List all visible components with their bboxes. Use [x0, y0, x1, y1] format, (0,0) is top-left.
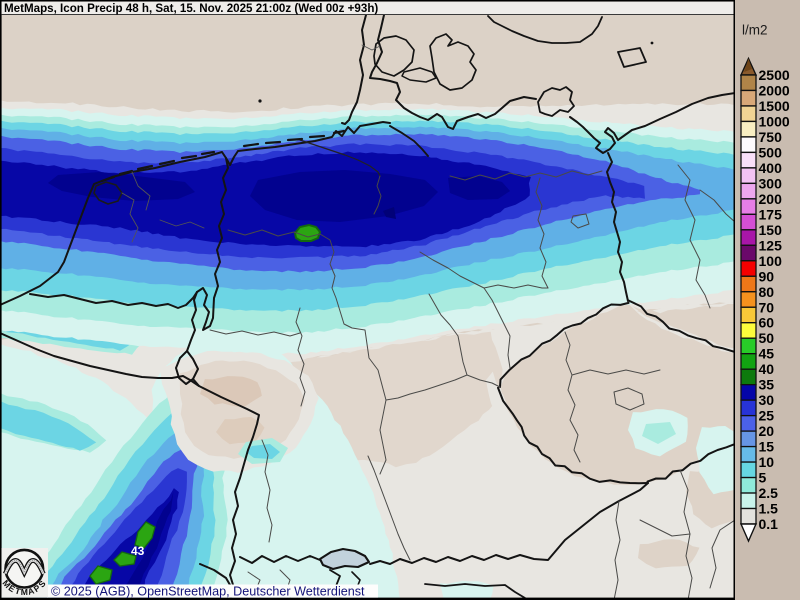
svg-text:175: 175	[759, 206, 783, 222]
svg-text:35: 35	[759, 377, 775, 393]
svg-text:2000: 2000	[759, 82, 790, 98]
svg-text:60: 60	[759, 315, 775, 331]
svg-text:400: 400	[759, 160, 783, 176]
svg-text:S: S	[36, 578, 47, 589]
svg-text:125: 125	[759, 237, 783, 253]
svg-text:E: E	[7, 583, 17, 595]
svg-text:100: 100	[759, 253, 783, 269]
svg-text:40: 40	[759, 361, 775, 377]
svg-text:l/m2: l/m2	[742, 23, 768, 38]
svg-text:80: 80	[759, 284, 775, 300]
svg-text:P: P	[32, 582, 42, 594]
svg-text:200: 200	[759, 191, 783, 207]
svg-text:0.1: 0.1	[759, 516, 779, 532]
svg-text:750: 750	[759, 129, 783, 145]
svg-text:15: 15	[759, 439, 775, 455]
svg-text:43: 43	[131, 544, 145, 558]
svg-text:90: 90	[759, 268, 775, 284]
svg-text:5: 5	[759, 470, 767, 486]
svg-text:1.5: 1.5	[759, 501, 779, 517]
svg-text:25: 25	[759, 408, 775, 424]
svg-text:70: 70	[759, 299, 775, 315]
svg-text:M: M	[1, 578, 13, 590]
svg-text:150: 150	[759, 222, 783, 238]
svg-text:© 2025 (AGB), OpenStreetMap, D: © 2025 (AGB), OpenStreetMap, Deutscher W…	[51, 584, 365, 598]
svg-text:500: 500	[759, 144, 783, 160]
svg-text:1500: 1500	[759, 98, 790, 114]
svg-text:10: 10	[759, 454, 775, 470]
svg-text:2500: 2500	[759, 67, 790, 83]
svg-text:1000: 1000	[759, 113, 790, 129]
svg-text:A: A	[27, 585, 36, 596]
svg-text:2.5: 2.5	[759, 485, 779, 501]
svg-text:20: 20	[759, 423, 775, 439]
svg-text:300: 300	[759, 175, 783, 191]
svg-text:M: M	[21, 587, 28, 597]
svg-text:T: T	[14, 586, 23, 597]
svg-text:45: 45	[759, 346, 775, 362]
svg-text:30: 30	[759, 392, 775, 408]
svg-text:50: 50	[759, 330, 775, 346]
svg-text:MetMaps, Icon Precip 48 h, Sat: MetMaps, Icon Precip 48 h, Sat, 15. Nov.…	[4, 2, 378, 15]
